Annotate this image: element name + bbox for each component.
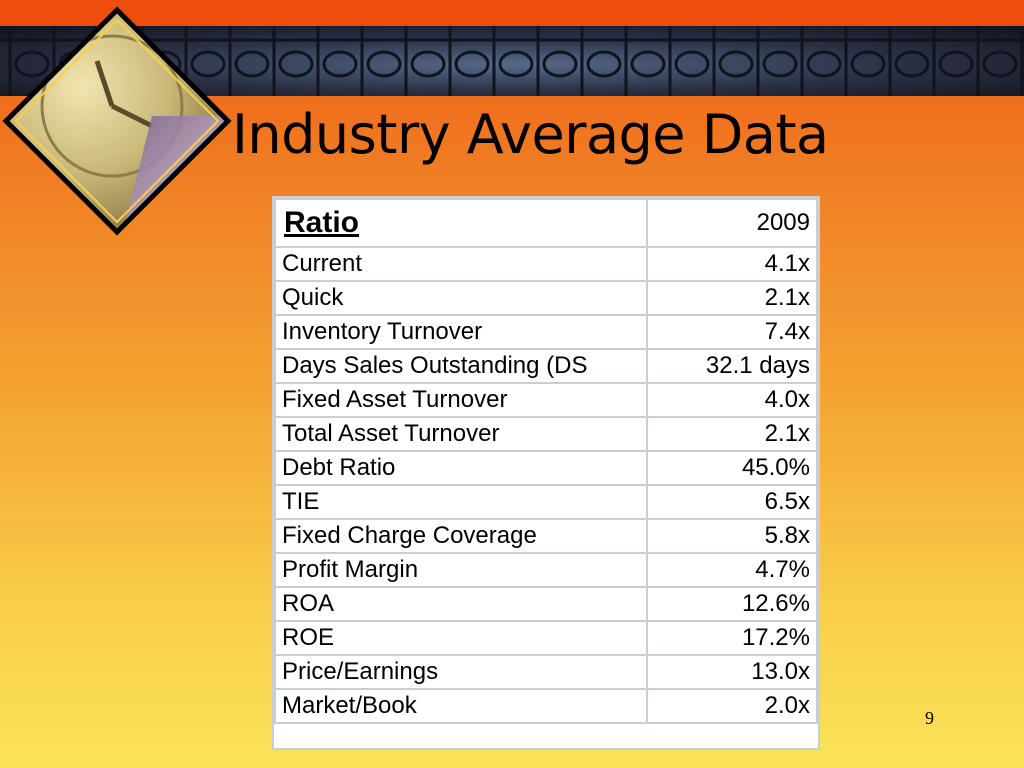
table-row: Current 4.1x xyxy=(274,246,818,282)
top-color-band xyxy=(0,0,1024,26)
row-value: 7.4x xyxy=(646,314,818,350)
row-label: Profit Margin xyxy=(274,552,648,588)
table-row: ROE 17.2% xyxy=(274,620,818,656)
row-label: Days Sales Outstanding (DS xyxy=(274,348,648,384)
slide-title: Industry Average Data xyxy=(232,103,829,166)
row-label: Current xyxy=(274,246,648,282)
row-value: 4.0x xyxy=(646,382,818,418)
page-number: 9 xyxy=(925,708,934,728)
row-label: Fixed Asset Turnover xyxy=(274,382,648,418)
row-label: Total Asset Turnover xyxy=(274,416,648,452)
table-row: Price/Earnings 13.0x xyxy=(274,654,818,690)
table-row: Days Sales Outstanding (DS 32.1 days xyxy=(274,348,818,384)
row-label: Fixed Charge Coverage xyxy=(274,518,648,554)
row-value: 6.5x xyxy=(646,484,818,520)
table-row: Profit Margin 4.7% xyxy=(274,552,818,588)
row-label: Price/Earnings xyxy=(274,654,648,690)
row-value: 13.0x xyxy=(646,654,818,690)
row-value: 2.1x xyxy=(646,280,818,316)
row-label: Inventory Turnover xyxy=(274,314,648,350)
table-row: Debt Ratio 45.0% xyxy=(274,450,818,486)
row-value: 12.6% xyxy=(646,586,818,622)
row-value: 2.1x xyxy=(646,416,818,452)
row-value: 4.1x xyxy=(646,246,818,282)
row-value: 4.7% xyxy=(646,552,818,588)
row-label: ROE xyxy=(274,620,648,656)
table-row: ROA 12.6% xyxy=(274,586,818,622)
table-row: Fixed Charge Coverage 5.8x xyxy=(274,518,818,554)
row-value: 17.2% xyxy=(646,620,818,656)
row-value: 2.0x xyxy=(646,688,818,724)
row-label: TIE xyxy=(274,484,648,520)
row-value: 32.1 days xyxy=(646,348,818,384)
ratio-table: Ratio 2009 Current 4.1x Quick 2.1x Inventory… xyxy=(272,196,820,750)
row-label: Market/Book xyxy=(274,688,648,724)
table-header-row: Ratio 2009 xyxy=(274,198,818,248)
table-row: Fixed Asset Turnover 4.0x xyxy=(274,382,818,418)
table-row: Market/Book 2.0x xyxy=(274,688,818,724)
row-label: Quick xyxy=(274,280,648,316)
header-ratio: Ratio xyxy=(274,198,648,248)
row-label: Debt Ratio xyxy=(274,450,648,486)
clock-money-diamond-icon xyxy=(2,6,232,236)
header-year: 2009 xyxy=(646,198,818,248)
table-row: Quick 2.1x xyxy=(274,280,818,316)
row-label: ROA xyxy=(274,586,648,622)
row-value: 45.0% xyxy=(646,450,818,486)
table-row: Inventory Turnover 7.4x xyxy=(274,314,818,350)
table-row: Total Asset Turnover 2.1x xyxy=(274,416,818,452)
row-value: 5.8x xyxy=(646,518,818,554)
table-row: TIE 6.5x xyxy=(274,484,818,520)
